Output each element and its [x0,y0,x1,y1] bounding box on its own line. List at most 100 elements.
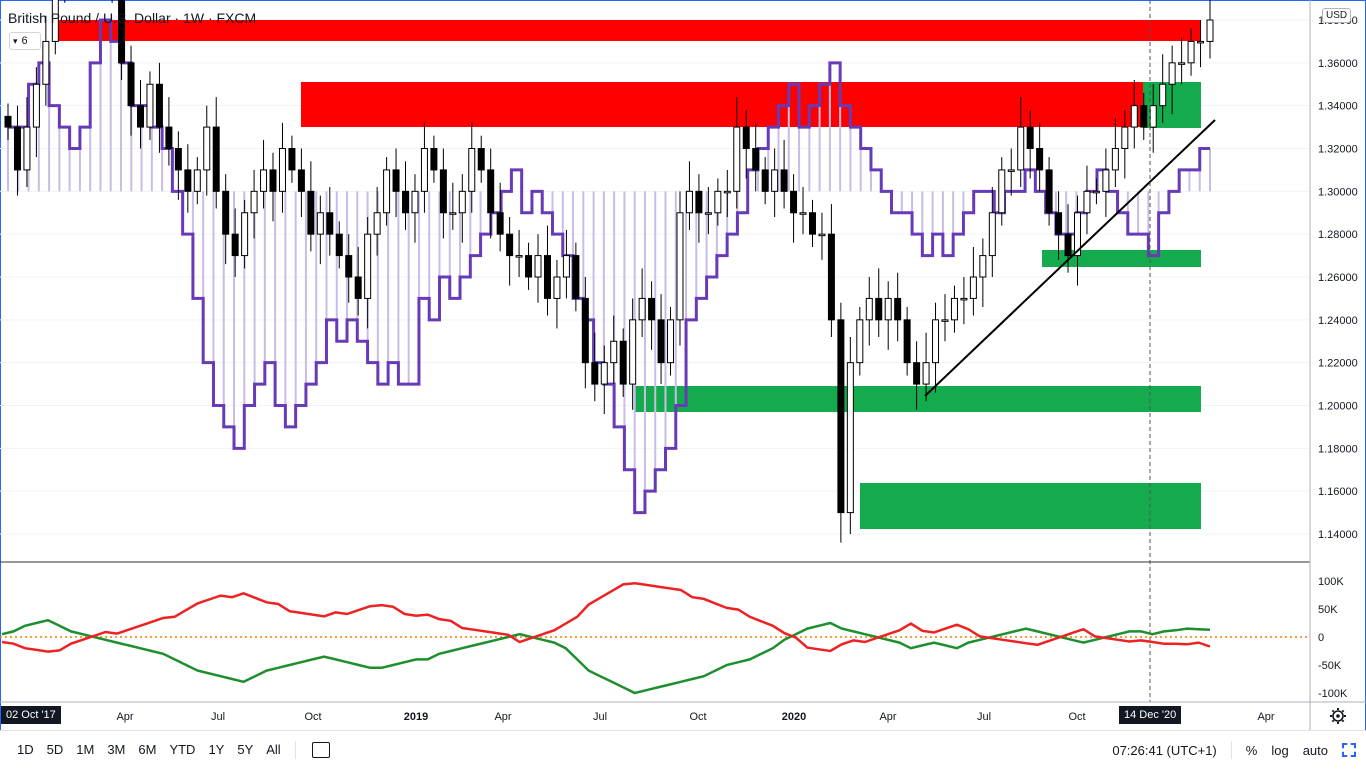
candle [1178,37,1186,85]
candle [487,148,495,239]
candle [534,234,542,303]
currency-badge[interactable]: USD [1322,8,1352,23]
timeframe-3m[interactable]: 3M [107,742,126,757]
candle [600,345,608,415]
candle [111,0,113,3]
candle [1130,79,1138,149]
candle [771,148,779,218]
candle [260,139,268,209]
fullscreen-icon[interactable] [1342,743,1356,757]
chip-count: 6 [21,35,28,47]
support-zone-low[interactable] [860,483,1201,529]
resistance-zone-main[interactable] [301,82,1201,127]
candle [1187,28,1195,76]
candle [1111,118,1119,188]
support-zone-mid[interactable] [1042,250,1201,267]
candle [865,277,873,346]
timeframe-all[interactable]: All [266,742,281,757]
price-tick-label: 1.30000 [1318,186,1358,198]
timeframe-1d[interactable]: 1D [17,742,34,757]
candle [553,259,561,329]
candle [1064,204,1072,273]
candle [1149,84,1157,153]
candle [808,199,816,248]
candle [23,97,31,188]
indicator-visibility-chip[interactable]: ▾ 6 [9,32,41,50]
candle [326,187,334,256]
candle [685,161,693,230]
candle [941,294,949,342]
candle [288,135,296,183]
candle [345,234,353,303]
price-tick-label: 1.18000 [1318,443,1358,455]
candle [648,281,656,350]
auto-scale-toggle[interactable]: auto [1302,742,1328,758]
candle [1036,122,1044,192]
bottom-toolbar: 1D 5D 1M 3M 6M YTD 1Y 5Y All 07:26:41 (U… [0,730,1366,768]
goto-date-calendar-icon[interactable] [311,741,330,758]
candle [903,306,911,376]
timeframe-5y[interactable]: 5Y [237,742,254,757]
settings-gear-icon[interactable] [1330,708,1346,724]
candle [430,135,438,183]
candle [752,122,760,192]
candle [922,332,930,402]
candle [4,103,12,140]
resistance-zone-top[interactable] [54,20,1201,41]
time-tick-label: Apr [879,711,896,723]
candle [118,0,126,80]
candle [846,336,854,534]
timeframe-6m[interactable]: 6M [138,742,157,757]
osc-tick-label: 50K [1318,604,1338,616]
candle [439,148,447,239]
candle [856,306,864,376]
timeframe-ytd[interactable]: YTD [169,742,196,757]
candle [667,306,675,376]
candle [1206,0,1214,59]
candle [610,315,618,385]
candle [316,195,324,265]
candle [496,182,504,252]
toolbar-separator [1230,741,1232,759]
percent-scale-toggle[interactable]: % [1245,742,1258,758]
timeframe-5d[interactable]: 5D [46,742,64,757]
support-zone-1-20[interactable] [635,386,1201,412]
log-scale-toggle[interactable]: log [1271,742,1289,758]
trendline[interactable] [924,119,1216,397]
timeframe-1y[interactable]: 1Y [208,742,225,757]
candle [572,242,580,312]
timeframe-1m[interactable]: 1M [76,742,95,757]
candle [477,135,485,183]
candle [449,182,457,230]
candle [165,97,173,166]
time-tick-label: Jul [211,711,225,723]
time-tick-label: Oct [304,711,321,723]
candle [591,332,599,402]
candle [676,191,684,346]
candle [723,169,731,218]
candle [581,277,589,389]
candle [629,298,637,410]
bottom-right-controls: 07:26:41 (UTC+1) % log auto [1098,731,1356,769]
time-tick-label: Oct [689,711,706,723]
toolbar-separator [294,740,296,759]
candle [742,109,750,179]
candle [411,174,419,243]
candle [799,187,807,235]
candle [1083,165,1091,235]
price-axis-labels: 1.380001.360001.340001.320001.300001.280… [1318,15,1358,541]
candle [998,157,1006,226]
candle [241,199,249,269]
candle [818,212,826,260]
candle [392,148,400,218]
candle [1017,97,1025,188]
time-axis-labels: Apr Jul Oct 2019 Apr Jul Oct 2020 Apr Jul Oct Apr [116,711,1274,723]
candle [875,268,883,337]
clock[interactable]: 07:26:41 (UTC+1) [1112,742,1217,758]
candle [137,79,145,149]
time-tick-label: Apr [1257,711,1274,723]
candle [515,229,523,277]
chip-caret-icon: ▾ [13,35,18,46]
chart-canvas[interactable]: British Pound / U.S. Dollar · 1W · FXCM … [0,0,1366,730]
